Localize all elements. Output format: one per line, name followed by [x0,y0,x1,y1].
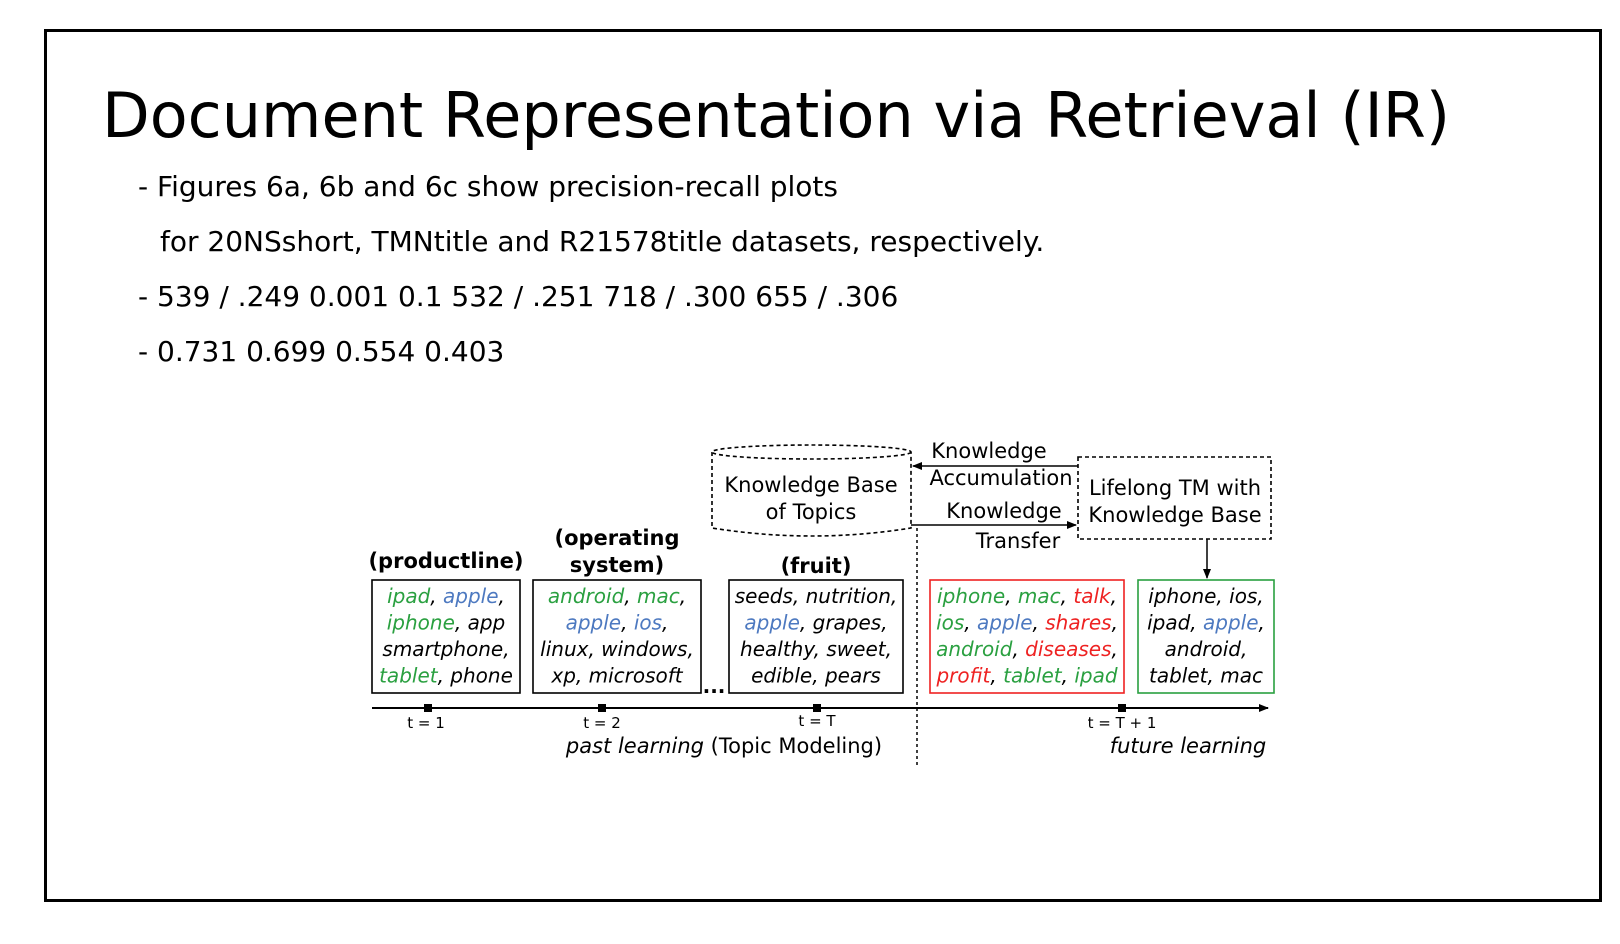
topic-title: (productline) [368,549,523,573]
topic-word-line: ipad, apple, [387,584,505,608]
transfer-label-line1: Knowledge [946,499,1061,523]
topic-word-line: linux, windows, [540,637,694,661]
topic-box [728,579,904,694]
topic-word-line: smartphone, [382,637,509,661]
topic-word-line: profit, tablet, ipad [935,664,1117,688]
slide-title: Document Representation via Retrieval (I… [102,79,1451,152]
bullet-item: - Figures 6a, 6b and 6c show precision-r… [138,170,838,203]
topic-word-line: xp, microsoft [550,664,683,688]
topic-box [532,579,702,694]
timeline-tick [1118,704,1126,712]
bullet-item: - 539 / .249 0.001 0.1 532 / .251 718 / … [138,280,899,313]
timeline-tick [813,704,821,712]
timeline-tick [598,704,606,712]
past-learning-label: past learning (Topic Modeling) [565,734,882,758]
topic-word-line: edible, pears [751,664,881,688]
topic-box [1137,579,1275,694]
topic-group-productline: (productline) ipad, apple, iphone, appsmar… [368,549,524,694]
accumulation-label-line2: Accumulation [929,466,1072,490]
topic-word-line: android, diseases, [936,637,1118,661]
topic-group-operating-system: (operating system) android, mac, apple, ios… [532,526,702,694]
kb-label-line1: Knowledge Base [724,473,897,497]
topic-title: (operating [554,526,679,550]
topic-word-line: seeds, nutrition, [735,584,898,608]
ellipsis: ... [703,674,726,698]
topic-box [371,579,521,694]
topic-box [929,579,1125,694]
topic-group-fruit: (fruit) seeds, nutrition, apple, grapes,he… [728,554,904,694]
timeline-tick [424,704,432,712]
topic-word-line: apple, ios, [566,611,669,635]
tick-label-t1: t = 1 [407,714,445,732]
lifelong-label-line1: Lifelong TM with [1089,476,1261,500]
topic-title: (fruit) [781,554,852,578]
future-learning-label: future learning [1110,734,1267,758]
topic-word-line: healthy, sweet, [740,637,892,661]
topic-title: system) [570,553,664,577]
bullet-item: - 0.731 0.699 0.554 0.403 [138,335,505,368]
slide-frame [44,29,1602,902]
transfer-label-line2: Transfer [975,529,1061,553]
topic-word-line: tablet, mac [1149,664,1263,688]
tick-label-t2: t = 2 [583,714,621,732]
topic-word-line: iphone, ios, [1148,584,1263,608]
topic-word-line: iphone, mac, talk, [937,584,1117,608]
topic-word-line: apple, grapes, [744,611,887,635]
lifelong-label-line2: Knowledge Base [1088,503,1261,527]
topic-word-line: ios, apple, shares, [936,611,1118,635]
knowledge-base-cylinder: Knowledge Base of Topics [711,444,912,537]
topic-word-line: iphone, app [387,611,506,635]
kb-label-line2: of Topics [766,500,857,524]
topic-word-line: android, mac, [548,584,686,608]
topic-word-line: ipad, apple, [1147,611,1265,635]
topic-word-line: tablet, phone [379,664,513,688]
tick-label-tT1: t = T + 1 [1088,714,1157,732]
topic-word-line: android, [1165,637,1248,661]
lifelong-tm-box: Lifelong TM with Knowledge Base [1077,456,1272,540]
bullet-item: for 20NSshort, TMNtitle and R21578title … [160,225,1045,258]
topic-group-future-output: iphone, ios, ipad, apple,android, tablet, … [1137,579,1275,694]
topic-group-future-input: iphone, mac, talk, ios, apple, shares,and… [929,579,1125,694]
accumulation-label-line1: Knowledge [931,439,1046,463]
tick-label-tT: t = T [798,712,836,730]
